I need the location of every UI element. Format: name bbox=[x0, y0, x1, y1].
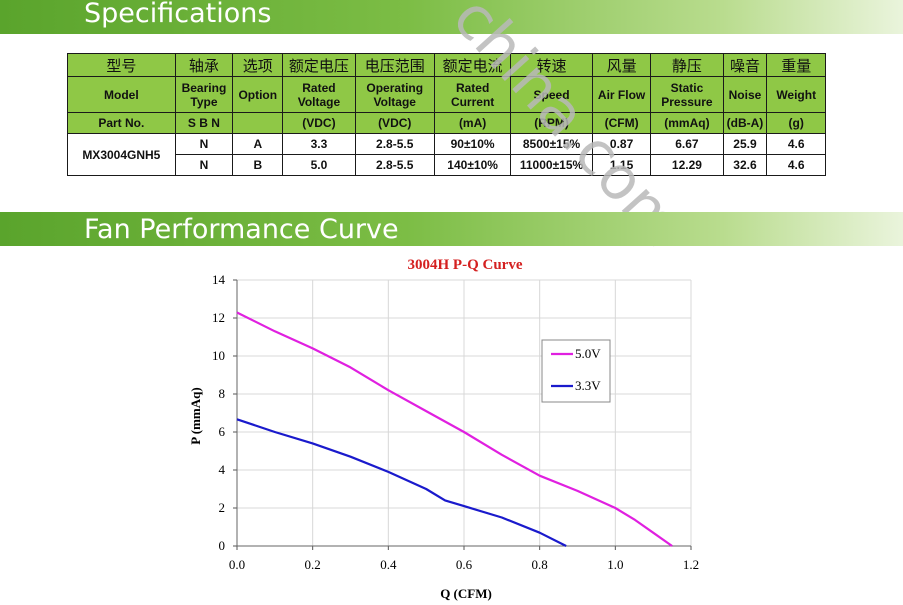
legend-box bbox=[541, 339, 611, 403]
legend-label: 3.3V bbox=[575, 378, 601, 393]
header-cell-english: Option bbox=[232, 76, 284, 113]
specifications-title: Specifications bbox=[84, 0, 272, 29]
y-tick-label: 2 bbox=[219, 500, 226, 515]
table-cell: B bbox=[232, 154, 284, 176]
header-cell-english: Static Pressure bbox=[650, 76, 724, 113]
x-tick-label: 0.4 bbox=[380, 557, 397, 572]
table-row: MX3004GNH5 N A 3.3 2.8-5.5 90±10% 8500±15% 0.8… bbox=[67, 133, 826, 176]
header-cell-unit: (g) bbox=[766, 112, 826, 134]
header-cell-unit: (mA) bbox=[433, 112, 512, 134]
header-cell-english: Noise bbox=[722, 76, 768, 113]
y-axis-label: P (mmAq) bbox=[188, 387, 203, 444]
header-cell-english: Rated Voltage bbox=[282, 76, 356, 113]
header-cell-chinese: 轴承 bbox=[174, 53, 234, 77]
header-cell-chinese: 电压范围 bbox=[354, 53, 435, 77]
specifications-header: Specifications bbox=[0, 0, 903, 34]
x-tick-label: 0.0 bbox=[229, 557, 245, 572]
table-cell: 0.87 bbox=[591, 133, 652, 155]
specifications-table: 型号 轴承 选项 额定电压 电压范围 额定电流 转速 风量 静压 噪音 重量 Model Bearin… bbox=[67, 53, 826, 176]
table-cell: 2.8-5.5 bbox=[354, 154, 435, 176]
series-line-3-3v bbox=[236, 418, 567, 547]
header-cell-chinese: 重量 bbox=[766, 53, 826, 77]
header-cell-english: Weight bbox=[766, 76, 826, 113]
header-cell-unit: S B N bbox=[174, 112, 234, 134]
header-row-english: Model Bearing Type Option Rated Voltage Oper… bbox=[67, 76, 826, 113]
y-tick-label: 6 bbox=[219, 424, 226, 439]
table-cell: 5.0 bbox=[282, 154, 356, 176]
x-tick-label: 0.2 bbox=[305, 557, 321, 572]
table-cell: 8500±15% bbox=[510, 133, 593, 155]
header-cell-chinese: 额定电流 bbox=[433, 53, 512, 77]
performance-header: Fan Performance Curve bbox=[0, 212, 903, 246]
y-tick-label: 0 bbox=[219, 538, 226, 553]
header-cell-english: Air Flow bbox=[591, 76, 652, 113]
table-cell: 32.6 bbox=[722, 154, 768, 176]
table-cell: 11000±15% bbox=[510, 154, 593, 176]
legend-label: 5.0V bbox=[575, 346, 601, 361]
header-cell-unit: (mmAq) bbox=[650, 112, 724, 134]
chart-legend: 5.0V 3.3V bbox=[541, 339, 611, 403]
series-line-5-0v bbox=[236, 311, 673, 547]
header-cell-english: Bearing Type bbox=[174, 76, 234, 113]
header-cell-chinese: 型号 bbox=[67, 53, 176, 77]
x-axis-label: Q (CFM) bbox=[440, 586, 492, 601]
y-tick-label: 4 bbox=[219, 462, 226, 477]
chart-title: 3004H P-Q Curve bbox=[408, 257, 523, 273]
table-cell: 90±10% bbox=[433, 133, 512, 155]
header-cell-unit: Part No. bbox=[67, 112, 176, 134]
x-tick-label: 1.0 bbox=[607, 557, 623, 572]
header-cell-chinese: 选项 bbox=[232, 53, 284, 77]
table-cell: 6.67 bbox=[650, 133, 724, 155]
x-tick-label: 0.8 bbox=[532, 557, 548, 572]
table-cell: 2.8-5.5 bbox=[354, 133, 435, 155]
table-cell: N bbox=[174, 154, 234, 176]
table-cell: 25.9 bbox=[722, 133, 768, 155]
header-row-chinese: 型号 轴承 选项 额定电压 电压范围 额定电流 转速 风量 静压 噪音 重量 bbox=[67, 53, 826, 77]
y-tick-label: 14 bbox=[212, 272, 226, 287]
header-cell-unit: (CFM) bbox=[591, 112, 652, 134]
header-cell-unit: (VDC) bbox=[354, 112, 435, 134]
table-cell: A bbox=[232, 133, 284, 155]
y-tick-label: 8 bbox=[219, 386, 226, 401]
header-row-units: Part No. S B N (VDC) (VDC) (mA) (RPM) (CFM) (mm… bbox=[67, 112, 826, 134]
table-row: N B 5.0 2.8-5.5 140±10% 11000±15% 1.15 12.29 32.… bbox=[68, 154, 826, 176]
header-cell-chinese: 风量 bbox=[591, 53, 652, 77]
header-cell-english: Rated Current bbox=[433, 76, 512, 113]
table-cell: 4.6 bbox=[766, 154, 826, 176]
table-cell: 140±10% bbox=[433, 154, 512, 176]
header-cell-chinese: 转速 bbox=[510, 53, 593, 77]
table-cell: 3.3 bbox=[282, 133, 356, 155]
chart-series bbox=[236, 311, 673, 547]
table-cell: 12.29 bbox=[650, 154, 724, 176]
x-tick-label: 1.2 bbox=[683, 557, 699, 572]
y-tick-label: 10 bbox=[212, 348, 225, 363]
performance-title: Fan Performance Curve bbox=[84, 214, 399, 245]
header-cell-unit: (dB-A) bbox=[722, 112, 768, 134]
header-cell-english: Operating Voltage bbox=[354, 76, 435, 113]
header-cell-unit: (RPM) bbox=[510, 112, 593, 134]
header-cell-english: Speed bbox=[510, 76, 593, 113]
header-cell-english: Model bbox=[67, 76, 176, 113]
chart-axes: 0 2 4 6 8 10 12 14 0.0 0.2 0.4 0.6 0.8 1.0 1.2 bbox=[212, 272, 699, 572]
table-cell: 1.15 bbox=[591, 154, 652, 176]
header-cell-unit bbox=[232, 112, 284, 134]
header-cell-chinese: 噪音 bbox=[722, 53, 768, 77]
table-cell: N bbox=[174, 133, 234, 155]
header-cell-chinese: 静压 bbox=[650, 53, 724, 77]
model-cell: MX3004GNH5 bbox=[67, 133, 176, 176]
x-tick-label: 0.6 bbox=[456, 557, 473, 572]
table-cell: 4.6 bbox=[766, 133, 826, 155]
y-tick-label: 12 bbox=[212, 310, 225, 325]
header-cell-unit: (VDC) bbox=[282, 112, 356, 134]
header-cell-chinese: 额定电压 bbox=[282, 53, 356, 77]
